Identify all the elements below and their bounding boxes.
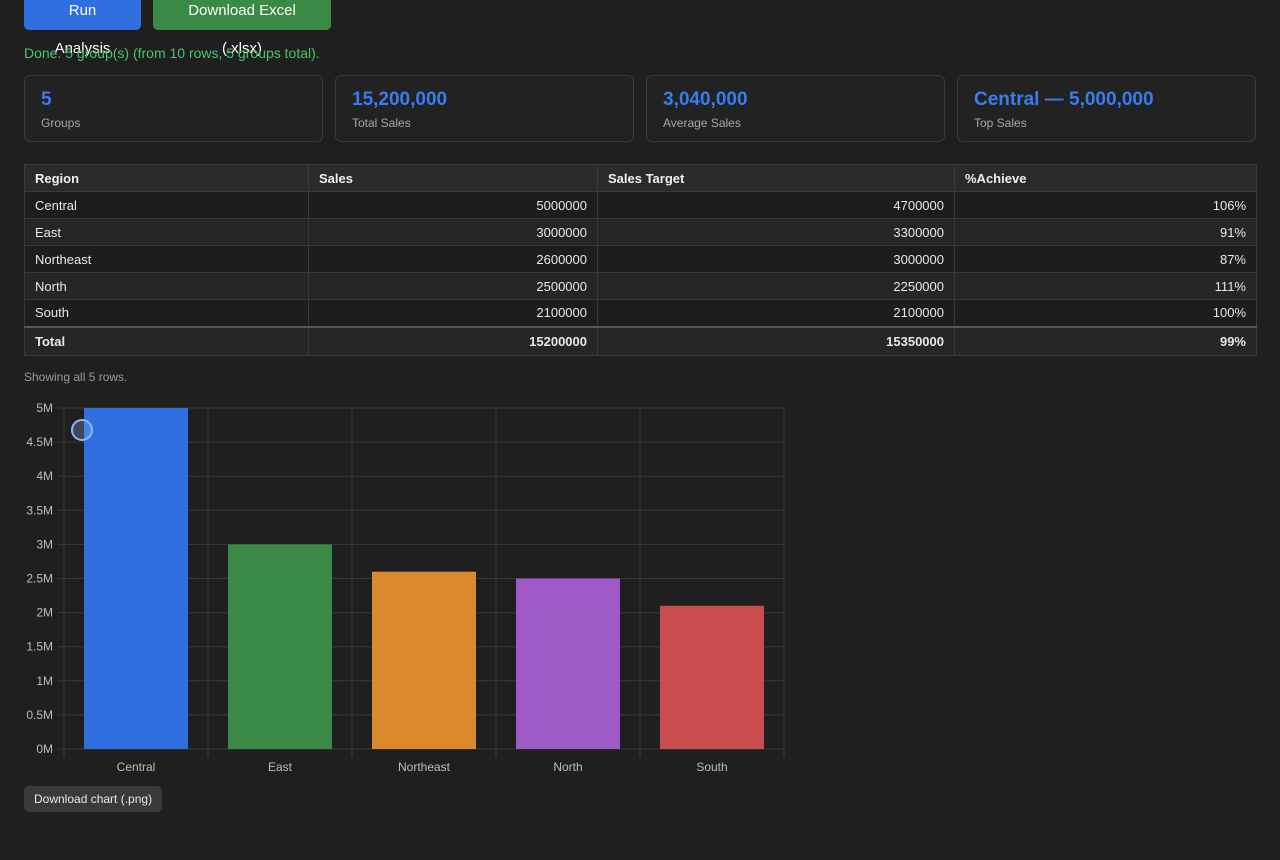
table-row: Northeast 2600000 3000000 87% — [24, 245, 1257, 273]
cell-sales-target: 2100000 — [597, 299, 955, 327]
card-average-sales: 3,040,000 Average Sales — [646, 75, 945, 142]
summary-cards: 5 Groups 15,200,000 Total Sales 3,040,00… — [24, 75, 1256, 142]
total-sales: 15200000 — [308, 325, 598, 356]
cell-region: Central — [24, 191, 309, 219]
bar-central — [84, 408, 188, 749]
card-label: Average Sales — [663, 116, 741, 130]
sales-bar-chart: 0M 0.5M 1M 1.5M 2M 2.5M 3M 3.5M 4M 4.5M 5M Central E… — [26, 401, 785, 774]
cell-sales: 2600000 — [308, 245, 598, 273]
bar-north — [516, 578, 620, 749]
status-message: Done. 5 group(s) (from 10 rows, 5 groups… — [24, 45, 320, 61]
table-header-row: Region Sales Sales Target %Achieve — [24, 164, 1257, 192]
column-header-achieve[interactable]: %Achieve — [954, 164, 1257, 192]
cell-region: East — [24, 218, 309, 246]
download-excel-button[interactable]: Download Excel (.xlsx) — [153, 0, 331, 57]
y-tick-label: 1.5M — [26, 640, 53, 654]
bar-east — [228, 544, 332, 749]
x-tick-label: Central — [117, 760, 156, 774]
cell-region: South — [24, 299, 309, 327]
y-tick-label: 1M — [36, 674, 53, 688]
y-tick-label: 2M — [36, 606, 53, 620]
y-tick-label: 5M — [36, 401, 53, 415]
total-achieve: 99% — [954, 325, 1257, 356]
card-total-sales: 15,200,000 Total Sales — [335, 75, 634, 142]
table-row: Central 5000000 4700000 106% — [24, 191, 1257, 219]
card-label: Groups — [41, 116, 81, 130]
card-value: 5 — [41, 89, 52, 110]
cell-sales: 5000000 — [308, 191, 598, 219]
cursor-indicator — [71, 419, 93, 441]
card-value: 15,200,000 — [352, 89, 448, 110]
cell-sales-target: 2250000 — [597, 272, 955, 300]
cell-region: North — [24, 272, 309, 300]
y-tick-label: 2.5M — [26, 572, 53, 586]
cell-region: Northeast — [24, 245, 309, 273]
y-tick-label: 4M — [36, 469, 53, 483]
card-groups: 5 Groups — [24, 75, 323, 142]
card-label: Total Sales — [352, 116, 411, 130]
column-header-sales-target[interactable]: Sales Target — [597, 164, 955, 192]
table-row: East 3000000 3300000 91% — [24, 218, 1257, 246]
cell-sales: 2500000 — [308, 272, 598, 300]
cell-sales: 2100000 — [308, 299, 598, 327]
card-value: 3,040,000 — [663, 89, 748, 110]
column-header-sales[interactable]: Sales — [308, 164, 598, 192]
cell-achieve: 100% — [954, 299, 1257, 327]
cell-sales-target: 4700000 — [597, 191, 955, 219]
y-tick-label: 3.5M — [26, 503, 53, 517]
x-tick-label: Northeast — [398, 760, 451, 774]
card-label: Top Sales — [974, 116, 1027, 130]
bar-south — [660, 605, 764, 749]
run-analysis-button[interactable]: Run Analysis — [24, 0, 141, 57]
x-tick-label: East — [268, 760, 293, 774]
y-tick-label: 0.5M — [26, 708, 53, 722]
cell-achieve: 111% — [954, 272, 1257, 300]
results-table: Region Sales Sales Target %Achieve Centr… — [24, 164, 1257, 356]
column-header-region[interactable]: Region — [24, 164, 309, 192]
cell-sales: 3000000 — [308, 218, 598, 246]
download-chart-button[interactable]: Download chart (.png) — [24, 786, 163, 812]
rows-note: Showing all 5 rows. — [24, 370, 128, 384]
cell-sales-target: 3000000 — [597, 245, 955, 273]
table-total-row: Total 15200000 15350000 99% — [24, 325, 1257, 356]
cell-achieve: 106% — [954, 191, 1257, 219]
card-top-sales: Central — 5,000,000 Top Sales — [957, 75, 1256, 142]
bar-northeast — [372, 571, 476, 749]
y-tick-label: 0M — [36, 742, 53, 756]
total-sales-target: 15350000 — [597, 325, 955, 356]
total-label: Total — [24, 325, 309, 356]
cell-achieve: 91% — [954, 218, 1257, 246]
table-row: South 2100000 2100000 100% — [24, 299, 1257, 327]
y-tick-label: 3M — [36, 537, 53, 551]
cell-achieve: 87% — [954, 245, 1257, 273]
y-tick-label: 4.5M — [26, 435, 53, 449]
x-tick-label: North — [553, 760, 582, 774]
card-value: Central — 5,000,000 — [974, 89, 1154, 110]
x-tick-label: South — [696, 760, 727, 774]
table-row: North 2500000 2250000 111% — [24, 272, 1257, 300]
cell-sales-target: 3300000 — [597, 218, 955, 246]
